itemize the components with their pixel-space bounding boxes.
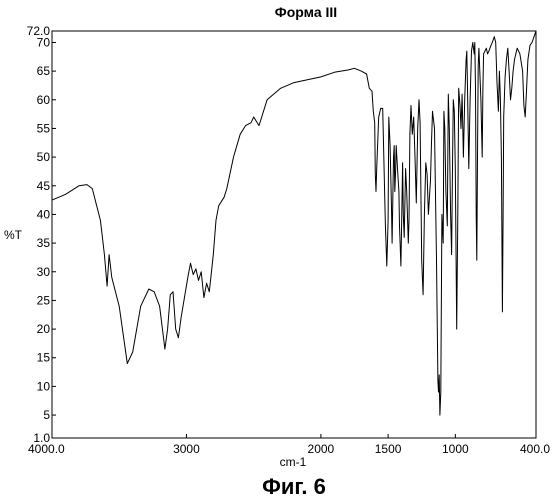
x-tick-label: 2000 xyxy=(308,442,335,456)
y-tick-label: 20 xyxy=(37,322,51,336)
y-tick-label: 5 xyxy=(43,408,50,422)
x-tick-label: 3000 xyxy=(173,442,200,456)
y-tick-label: 35 xyxy=(37,236,51,250)
y-tick-label: 15 xyxy=(37,351,51,365)
y-tick-label: 50 xyxy=(37,150,51,164)
y-tick-label: 70 xyxy=(37,35,51,49)
series-layer xyxy=(52,31,536,415)
figure-caption: Фиг. 6 xyxy=(262,474,326,499)
y-tick-label: 30 xyxy=(37,265,51,279)
x-tick-label: 4000.0 xyxy=(28,442,65,456)
y-axis-label: %T xyxy=(4,228,23,242)
y-tick-label: 45 xyxy=(37,179,51,193)
y-tick-label: 25 xyxy=(37,293,51,307)
x-axis: 4000.0 3000 2000 1500 1000 400.0 xyxy=(28,434,550,456)
x-tick-label: 1500 xyxy=(375,442,402,456)
y-tick-label: 40 xyxy=(37,207,51,221)
chart-title: Форма III xyxy=(275,4,337,20)
y-tick-label: 60 xyxy=(37,93,51,107)
transmittance-series-line xyxy=(52,31,536,415)
plot-frame xyxy=(52,31,536,438)
y-tick-label: 65 xyxy=(37,64,51,78)
y-tick-label: 10 xyxy=(37,379,51,393)
y-tick-label: 55 xyxy=(37,121,51,135)
x-tick-label: 400.0 xyxy=(520,442,550,456)
x-tick-label: 1000 xyxy=(442,442,469,456)
x-axis-label: cm-1 xyxy=(280,455,307,469)
